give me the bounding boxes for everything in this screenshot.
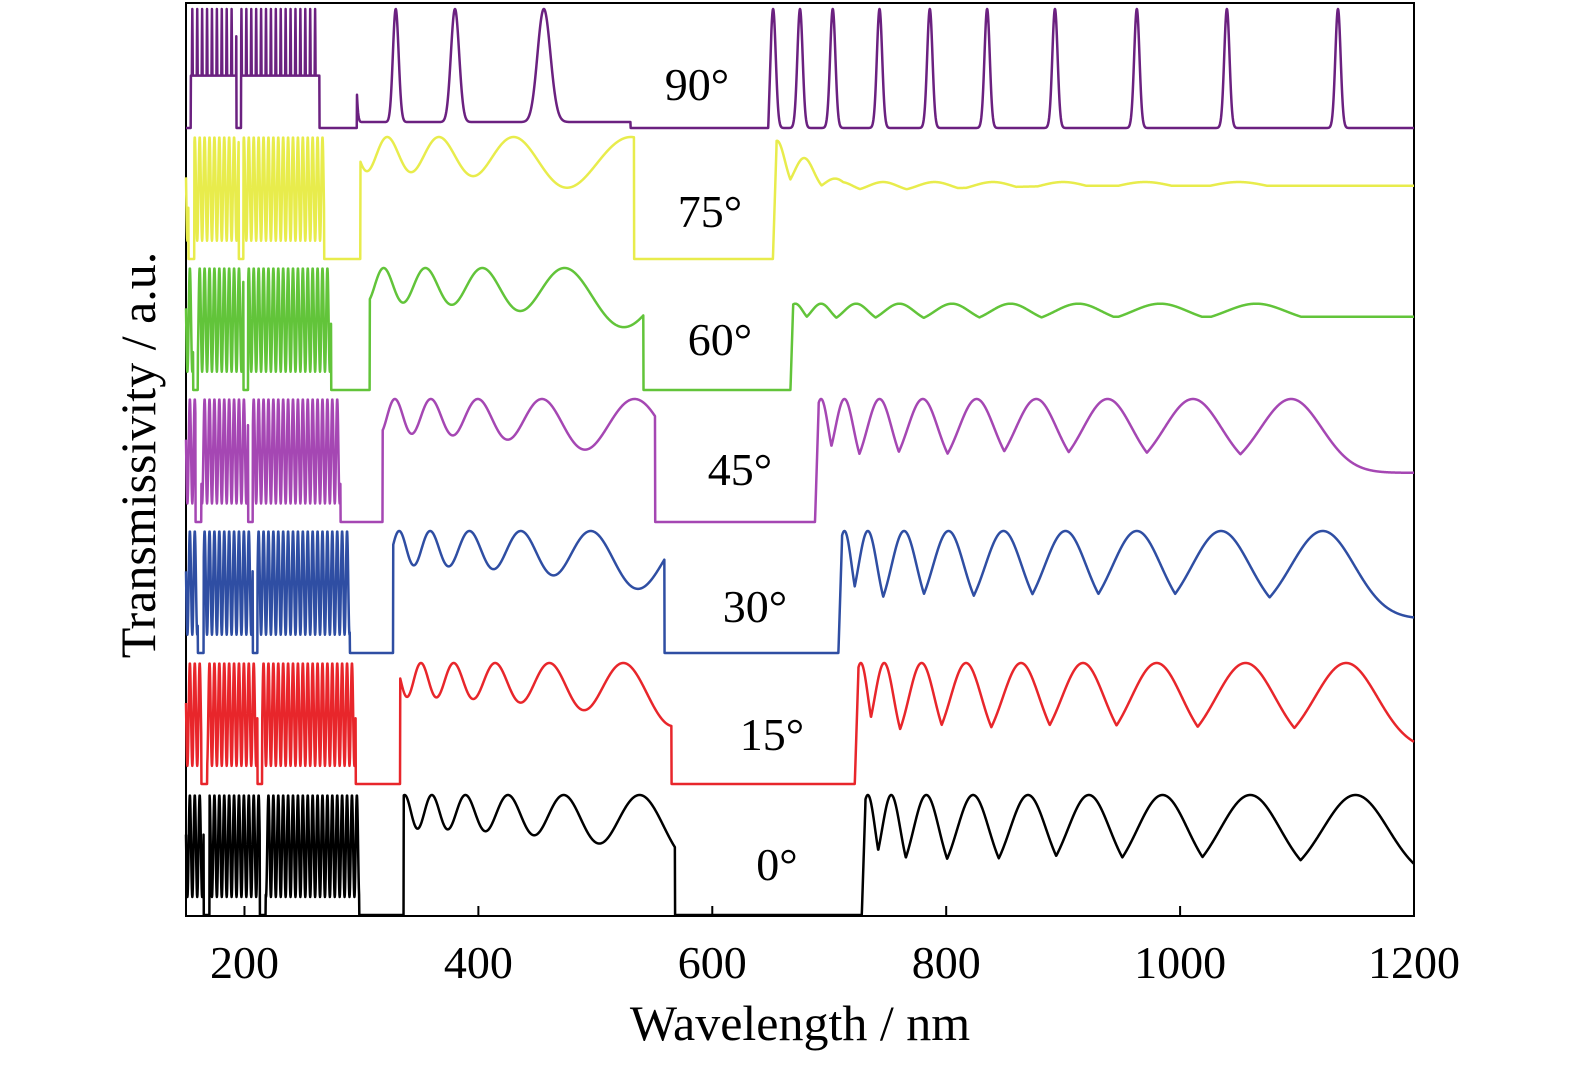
spectrum-line-0deg (184, 793, 1416, 917)
spectrum-line-45deg (184, 397, 1416, 524)
x-tick-label: 600 (678, 937, 747, 988)
x-tick-label: 1000 (1134, 937, 1226, 988)
angle-label-15deg: 15° (740, 709, 804, 760)
angle-labels: 0° 15° 30° 45° 60° 75° 90° (665, 59, 804, 890)
x-axis-title: Wavelength / nm (630, 995, 970, 1051)
spectrum-line-60deg (184, 266, 1416, 392)
angle-label-45deg: 45° (708, 444, 772, 495)
spectra-group (184, 7, 1416, 917)
x-ticks: 200 400 600 800 1000 1200 (210, 906, 1460, 988)
angle-label-60deg: 60° (688, 314, 752, 365)
x-tick-label: 1200 (1368, 937, 1460, 988)
spectrum-line-30deg (184, 529, 1416, 655)
plot-frame (185, 2, 1415, 917)
x-tick-label: 200 (210, 937, 279, 988)
angle-label-90deg: 90° (665, 59, 729, 110)
angle-label-0deg: 0° (756, 839, 797, 890)
spectrum-line-15deg (184, 661, 1416, 786)
x-tick-label: 400 (444, 937, 513, 988)
angle-label-30deg: 30° (723, 581, 787, 632)
y-axis-title: Transmissivity / a.u. (110, 252, 166, 659)
spectrum-line-90deg (184, 7, 1416, 130)
angle-label-75deg: 75° (678, 186, 742, 237)
x-tick-label: 800 (912, 937, 981, 988)
spectrum-line-75deg (184, 135, 1416, 261)
